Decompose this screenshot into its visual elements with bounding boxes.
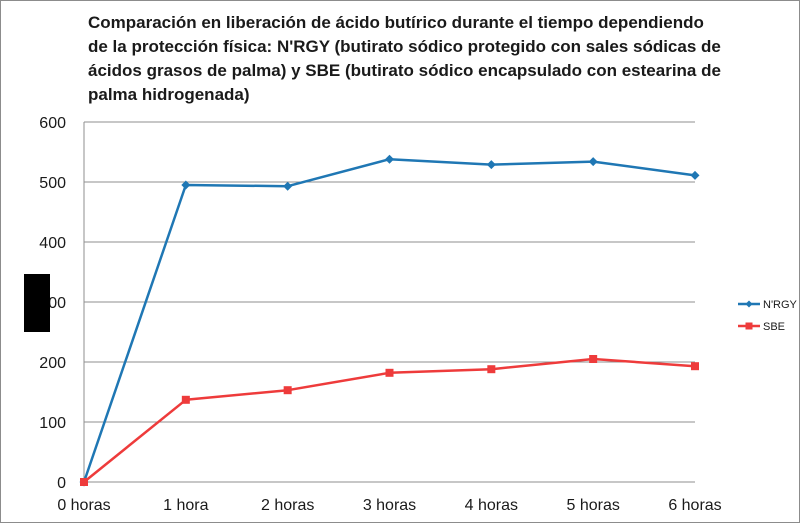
legend-marker: [745, 322, 753, 330]
series-line: [83, 357, 696, 483]
data-point: [181, 395, 190, 404]
x-tick-label: 3 horas: [363, 497, 416, 514]
x-tick-label: 0 horas: [57, 497, 110, 514]
chart-title-line: palma hidrogenada): [88, 85, 250, 104]
legend-marker: [745, 300, 753, 308]
chart-title-line: de la protección física: N'RGY (butirato…: [88, 37, 721, 56]
data-point: [385, 154, 394, 164]
data-point: [283, 386, 292, 395]
data-point: [691, 362, 699, 371]
data-point: [283, 181, 293, 191]
x-tick-label: 4 horas: [465, 497, 518, 514]
data-point: [589, 355, 598, 363]
x-tick-label: 6 horas: [668, 497, 721, 514]
y-tick-label: 0: [57, 475, 66, 492]
legend-label: SBE: [763, 321, 785, 333]
data-point: [588, 157, 598, 167]
chart-title: Comparación en liberación de ácido butír…: [88, 11, 728, 107]
data-point: [487, 365, 496, 374]
data-point: [181, 180, 191, 190]
chart-title-line: ácidos grasos de palma) y SBE (butirato …: [88, 61, 721, 80]
data-point: [80, 478, 88, 486]
chart-title-line: Comparación en liberación de ácido butír…: [88, 13, 704, 32]
y-tick-label: 100: [39, 415, 66, 432]
legend-label: N'RGY: [763, 299, 798, 311]
data-point: [385, 368, 394, 377]
y-axis-label-redaction: [24, 274, 50, 332]
x-tick-label: 5 horas: [566, 497, 619, 514]
y-tick-label: 400: [39, 235, 66, 252]
y-tick-label: 200: [39, 355, 66, 372]
series-line: [82, 157, 696, 483]
x-tick-label: 1 hora: [163, 497, 208, 514]
x-tick-label: 2 horas: [261, 497, 314, 514]
data-point: [486, 160, 496, 170]
data-point: [690, 170, 700, 180]
y-tick-label: 600: [39, 115, 66, 132]
y-tick-label: 500: [39, 175, 66, 192]
